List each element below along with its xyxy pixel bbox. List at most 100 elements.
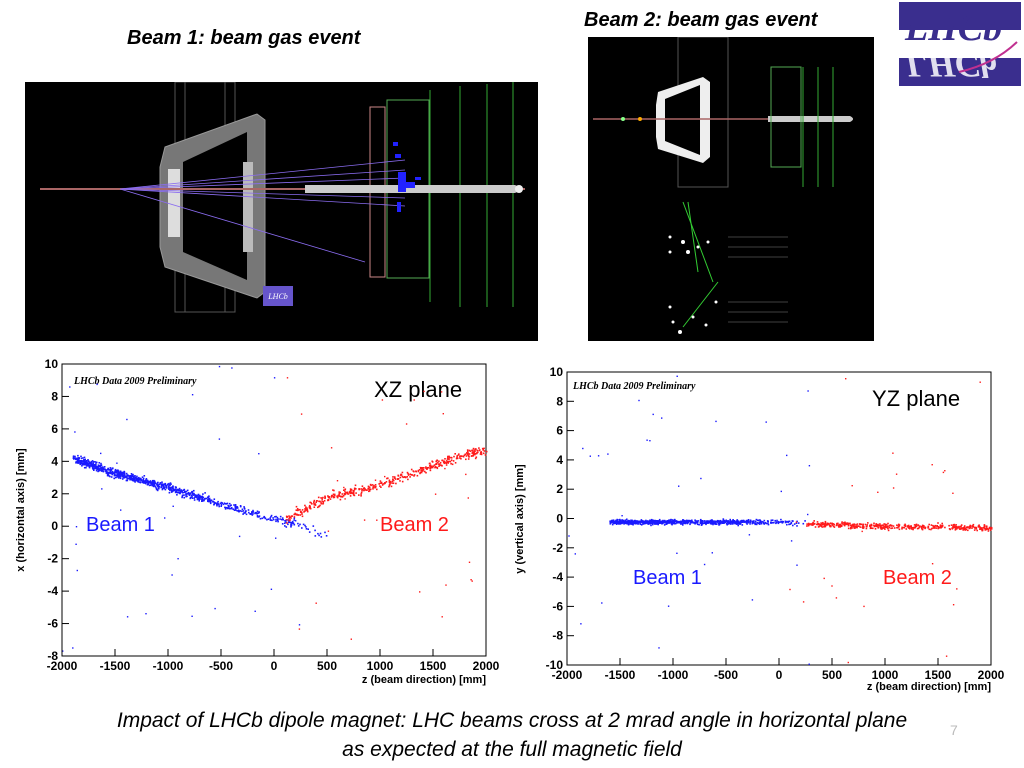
beam1-data-point — [201, 500, 204, 502]
beam2-data-point — [467, 453, 469, 456]
beam2-data-point — [957, 526, 960, 528]
beam2-outlier-point — [471, 580, 473, 582]
beam2-data-point — [952, 526, 954, 528]
beam2-data-point — [426, 468, 428, 470]
beam1-data-point — [699, 521, 702, 524]
beam2-data-point — [422, 470, 424, 472]
beam1-data-point — [297, 522, 299, 525]
beam1-data-point — [674, 522, 677, 525]
beam1-data-point — [93, 464, 96, 467]
beam2-data-point — [837, 524, 840, 527]
beam2-data-point — [322, 496, 324, 499]
beam2-data-point — [388, 481, 391, 484]
beam1-data-point — [164, 488, 167, 491]
beam1-data-point — [643, 520, 646, 523]
beam1-data-point — [94, 467, 97, 470]
beam1-data-point — [193, 489, 195, 492]
beam2-data-point — [838, 525, 841, 527]
beam1-data-point — [115, 474, 118, 476]
beam1-data-point — [130, 478, 133, 481]
beam2-data-point — [874, 528, 877, 530]
beam1-data-point — [150, 484, 153, 486]
beam1-data-point — [170, 483, 172, 485]
beam1-data-point — [103, 466, 106, 468]
beam2-data-point — [821, 523, 823, 525]
beam1-data-point — [83, 462, 85, 464]
beam2-data-point — [308, 506, 311, 509]
beam2-data-point — [875, 525, 878, 528]
beam2-data-point — [939, 527, 941, 529]
beam2-data-point — [388, 485, 390, 488]
beam1-outlier-point — [69, 386, 71, 388]
beam2-data-point — [821, 526, 823, 528]
beam2-data-point — [348, 491, 351, 494]
beam1-data-point — [234, 508, 237, 510]
beam1-data-point — [725, 522, 728, 525]
beam2-data-point — [848, 522, 850, 525]
beam2-data-point — [971, 527, 973, 529]
beam1-outlier-point — [646, 439, 648, 441]
beam1-data-point — [191, 497, 194, 499]
beam1-data-point — [181, 495, 184, 498]
beam1-data-point — [737, 522, 740, 525]
beam1-outlier-point — [676, 375, 678, 377]
y-tick-label: 4 — [556, 453, 563, 467]
beam1-data-point — [718, 524, 720, 526]
beam1-data-point — [218, 504, 220, 506]
beam2-data-point — [367, 487, 369, 490]
beam2-data-point — [360, 491, 363, 494]
beam1-data-point — [624, 521, 626, 523]
beam2-data-point — [368, 490, 370, 493]
beam2-data-point — [968, 526, 971, 528]
beam2-data-point — [321, 498, 323, 500]
beam2-data-point — [472, 449, 474, 452]
beam1-data-point — [305, 526, 307, 528]
beam2-data-point — [358, 494, 360, 496]
beam2-data-point — [917, 527, 920, 530]
beam1-data-point — [204, 492, 206, 494]
beam1-data-point — [759, 520, 762, 522]
beam2-data-point — [887, 529, 890, 532]
beam1-data-point — [90, 460, 93, 463]
beam2-data-point — [313, 499, 316, 502]
beam1-data-point — [161, 485, 163, 487]
beam1-data-point — [82, 460, 84, 462]
beam2-data-point — [376, 488, 378, 491]
beam2-data-point — [915, 525, 918, 527]
beam1-data-point — [197, 493, 200, 496]
beam2-data-point — [913, 524, 916, 526]
beam1-data-point — [694, 520, 697, 522]
beam1-data-point — [240, 505, 242, 508]
beam1-data-point — [702, 522, 704, 525]
beam1-data-point — [223, 502, 226, 504]
beam1-data-point — [637, 522, 639, 524]
beam1-data-point — [625, 522, 627, 524]
beam1-data-point — [169, 489, 171, 492]
beam2-data-point — [987, 530, 990, 532]
beam1-data-point — [285, 519, 287, 522]
beam1-data-point — [168, 484, 170, 486]
beam2-outlier-point — [344, 498, 346, 500]
yz-plane-scatter-plot: LHCb Data 2009 Preliminary YZ plane z (b… — [511, 359, 1008, 698]
beam2-data-point — [402, 476, 405, 479]
beam1-data-point — [142, 477, 145, 480]
beam1-data-point — [662, 520, 664, 523]
beam1-data-point — [658, 518, 661, 521]
beam2-data-point — [820, 525, 822, 527]
beam1-data-point — [212, 500, 214, 503]
beam1-data-point — [701, 522, 703, 525]
beam1-data-point — [115, 469, 117, 472]
beam2-data-point — [877, 524, 879, 526]
beam1-data-point — [754, 523, 756, 526]
beam2-data-point — [883, 525, 885, 528]
beam2-data-point — [392, 479, 395, 482]
beam1-outlier-point — [145, 613, 147, 615]
beam1-data-point — [669, 521, 672, 524]
beam1-data-point — [200, 495, 202, 498]
beam2-outlier-point — [315, 602, 317, 604]
beam1-data-point — [116, 470, 119, 472]
beam1-data-point — [626, 520, 629, 522]
beam1-data-point — [302, 523, 305, 526]
beam2-data-point — [969, 527, 972, 529]
beam1-data-point — [230, 507, 232, 510]
